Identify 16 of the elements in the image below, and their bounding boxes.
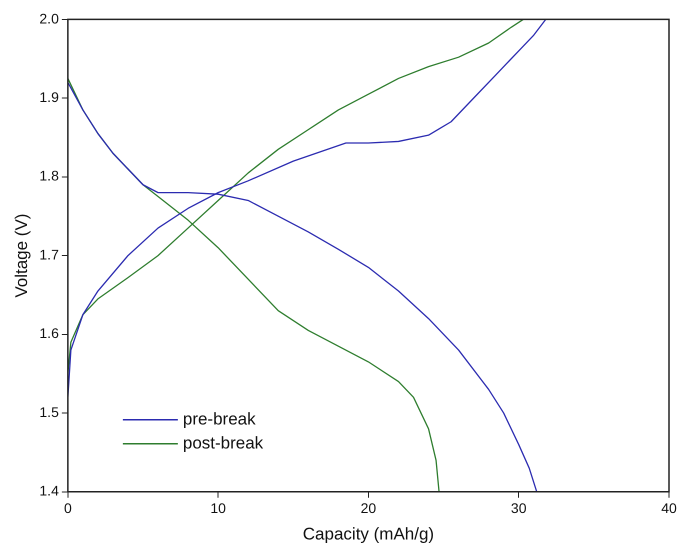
legend-label: post-break (182, 433, 264, 452)
x-tick-label: 30 (510, 500, 527, 516)
y-tick-label: 1.9 (39, 88, 60, 105)
x-axis-title: Capacity (mAh/g) (302, 524, 434, 544)
y-tick-label: 1.6 (39, 325, 60, 342)
y-axis-title: Voltage (V) (12, 214, 31, 298)
y-tick-label: 2.0 (39, 10, 60, 26)
x-tick-label: 10 (210, 500, 226, 516)
y-tick-label: 1.8 (39, 168, 60, 184)
y-tick-label: 1.7 (39, 246, 60, 262)
legend-label: pre-break (182, 409, 256, 428)
x-tick-label: 20 (360, 500, 376, 516)
x-tick-label: 40 (661, 500, 677, 516)
x-tick-label: 0 (64, 500, 72, 516)
y-tick-label: 1.5 (39, 404, 60, 420)
y-tick-label: 1.4 (39, 482, 60, 499)
